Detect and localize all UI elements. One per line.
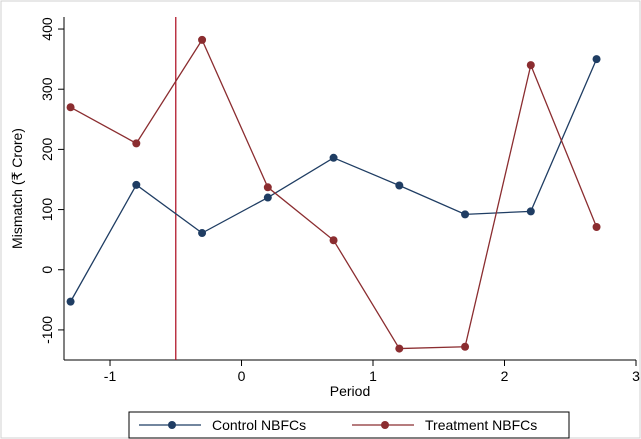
x-axis-title: Period bbox=[330, 383, 370, 399]
legend-label-treatment: Treatment NBFCs bbox=[425, 417, 537, 433]
y-tick-label: 0 bbox=[39, 266, 55, 274]
legend-label-control: Control NBFCs bbox=[212, 417, 306, 433]
data-point-control bbox=[461, 210, 470, 219]
data-point-control bbox=[66, 297, 75, 306]
data-point-control bbox=[395, 181, 404, 190]
y-axis-title: Mismatch (₹ Crore) bbox=[9, 128, 25, 249]
y-axis-ticks: -100 0 100 200 300 400 bbox=[39, 17, 64, 344]
y-tick-label: 300 bbox=[39, 77, 55, 101]
x-tick-label: 2 bbox=[501, 368, 509, 384]
y-tick-label: 400 bbox=[39, 17, 55, 41]
data-point-treatment bbox=[66, 103, 75, 112]
data-point-control bbox=[329, 153, 338, 162]
data-point-control bbox=[198, 229, 207, 238]
data-point-treatment bbox=[329, 236, 338, 245]
data-point-control bbox=[263, 193, 272, 202]
x-axis-ticks: -1 0 1 2 3 bbox=[104, 360, 640, 384]
series-layer bbox=[66, 35, 601, 353]
x-tick-label: 0 bbox=[238, 368, 246, 384]
data-point-treatment bbox=[461, 342, 470, 351]
legend: Control NBFCs Treatment NBFCs bbox=[128, 411, 570, 439]
y-tick-label: 200 bbox=[39, 137, 55, 161]
data-point-control bbox=[132, 180, 141, 189]
legend-marker-control bbox=[168, 421, 176, 429]
data-point-control bbox=[592, 55, 601, 64]
data-point-treatment bbox=[198, 35, 207, 44]
legend-marker-treatment bbox=[381, 421, 389, 429]
data-point-treatment bbox=[526, 61, 535, 70]
data-point-treatment bbox=[132, 139, 141, 148]
data-point-treatment bbox=[592, 223, 601, 232]
data-point-treatment bbox=[263, 183, 272, 192]
data-point-treatment bbox=[395, 344, 404, 353]
y-tick-label: 100 bbox=[39, 198, 55, 222]
x-tick-label: 3 bbox=[632, 368, 640, 384]
legend-box bbox=[128, 411, 570, 439]
x-tick-label: -1 bbox=[104, 368, 117, 384]
x-tick-label: 1 bbox=[369, 368, 377, 384]
y-tick-label: -100 bbox=[39, 316, 55, 344]
data-point-control bbox=[526, 207, 535, 216]
